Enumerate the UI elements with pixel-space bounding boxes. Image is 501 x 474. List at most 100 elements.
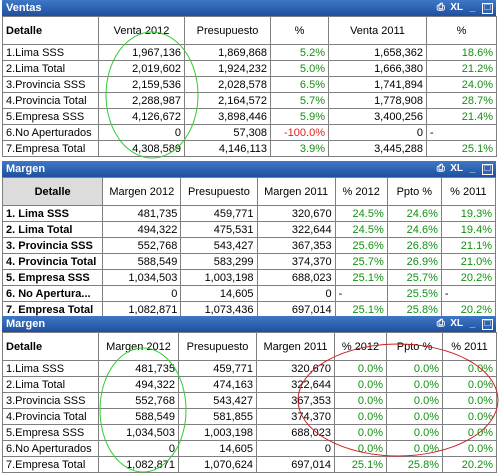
margen1-title: Margen — [6, 163, 46, 175]
header-venta-2012[interactable]: Venta 2012 — [98, 16, 185, 45]
header-presupuesto[interactable]: Presupuesto — [178, 332, 257, 361]
table-row[interactable]: 3. Provincia SSS 552,768 543,427 367,353 25.… — [1, 237, 497, 254]
header-detalle[interactable]: Detalle — [1, 177, 104, 206]
header-venta-2011[interactable]: Venta 2011 — [328, 16, 427, 45]
table-row[interactable]: 7. Empresa Total 1,082,871 1,073,436 697,01… — [1, 301, 497, 318]
table-row[interactable]: 2.Lima Total 2,019,602 1,924,232 5.0% 1,666,… — [2, 60, 497, 77]
table-cell: 26.9% — [386, 253, 442, 270]
header-detalle[interactable]: Detalle — [2, 16, 99, 45]
table-cell: 543,427 — [178, 392, 257, 409]
print-icon[interactable]: ⎙ — [436, 2, 445, 13]
table-row[interactable]: 6. No Apertura... 0 14,605 0-25.5% - — [1, 285, 497, 302]
table-cell: 14,605 — [178, 440, 257, 457]
header-pct-2011[interactable]: % 2011 — [440, 177, 497, 206]
table-row[interactable]: 4.Provincia Total 2,288,987 2,164,572 5.7% 1… — [2, 92, 497, 109]
table-row[interactable]: 6.No Aperturados 0 14,605 0 0.0% 0.0% 0.0% — [2, 440, 497, 457]
margen2-header-row: Detalle Margen 2012 Presupuesto Margen 2… — [2, 332, 497, 361]
header-pct-2012[interactable]: % 2012 — [334, 332, 387, 361]
table-cell: 5.7% — [270, 92, 329, 109]
table-cell: 583,299 — [180, 253, 258, 270]
table-row[interactable]: 5.Empresa SSS 1,034,503 1,003,198 688,023 0.… — [2, 424, 497, 441]
maximize-icon[interactable]: □ — [482, 2, 493, 14]
table-cell: 0.0% — [386, 392, 443, 409]
table-row[interactable]: 4.Provincia Total 588,549 581,855 374,370 0.… — [2, 408, 497, 425]
table-cell: 1,034,503 — [98, 424, 179, 441]
header-presupuesto[interactable]: Presupuesto — [180, 177, 258, 206]
table-cell: - — [426, 124, 497, 141]
table-cell: 57,308 — [184, 124, 271, 141]
row-label: 4.Provincia Total — [2, 92, 99, 109]
table-row[interactable]: 1. Lima SSS 481,735 459,771 320,670 24.5% 24.… — [1, 205, 497, 222]
table-cell: 0.0% — [442, 376, 497, 393]
print-icon[interactable]: ⎙ — [436, 318, 445, 329]
header-presupuesto[interactable]: Presupuesto — [184, 16, 271, 45]
header-pct-2011[interactable]: % — [426, 16, 497, 45]
table-cell: 588,549 — [98, 408, 179, 425]
ventas-header-row: Detalle Venta 2012 Presupuesto % Venta 2… — [2, 16, 497, 45]
margen2-titlebar[interactable]: Margen ⎙ XL _ □ — [2, 316, 496, 332]
ventas-titlebar[interactable]: Ventas ⎙ XL _ □ — [2, 0, 496, 16]
table-row[interactable]: 7.Empresa Total 4,308,589 4,146,113 3.9% 3,4… — [2, 140, 497, 157]
table-cell: 24.6% — [386, 205, 442, 222]
print-icon[interactable]: ⎙ — [436, 163, 445, 174]
row-label: 1.Lima SSS — [2, 44, 99, 61]
table-row[interactable]: 1.Lima SSS 481,735 459,771 320,670 0.0% 0.0% 0… — [2, 360, 497, 377]
table-cell: -100.0% — [270, 124, 329, 141]
minimize-icon[interactable]: _ — [469, 318, 476, 329]
header-pct[interactable]: % — [270, 16, 329, 45]
row-label: 6.No Aperturados — [2, 440, 99, 457]
table-cell: 0.0% — [442, 440, 497, 457]
minimize-icon[interactable]: _ — [469, 163, 476, 174]
table-row[interactable]: 3.Provincia SSS 552,768 543,427 367,353 0.0%… — [2, 392, 497, 409]
table-row[interactable]: 5.Empresa SSS 4,126,672 3,898,446 5.9% 3,400… — [2, 108, 497, 125]
header-margen-2012[interactable]: Margen 2012 — [98, 332, 179, 361]
row-label: 7.Empresa Total — [2, 140, 99, 157]
table-cell: 1,034,503 — [102, 269, 182, 286]
table-cell: 25.1% — [334, 301, 388, 318]
table-row[interactable]: 3.Provincia SSS 2,159,536 2,028,578 6.5% 1,7… — [2, 76, 497, 93]
table-cell: 481,735 — [98, 360, 179, 377]
table-cell: 25.1% — [426, 140, 497, 157]
excel-export-icon[interactable]: XL — [450, 163, 463, 174]
margen1-titlebar[interactable]: Margen ⎙ XL _ □ — [2, 161, 496, 177]
table-cell: 26.8% — [386, 237, 442, 254]
row-label: 2. Lima Total — [1, 221, 104, 238]
header-margen-2011[interactable]: Margen 2011 — [256, 177, 336, 206]
table-cell: 25.1% — [334, 269, 388, 286]
table-cell: 5.9% — [270, 108, 329, 125]
table-cell: 474,163 — [178, 376, 257, 393]
table-cell: 697,014 — [256, 456, 335, 473]
row-label: 6.No Aperturados — [2, 124, 99, 141]
table-row[interactable]: 6.No Aperturados 0 57,308 -100.0% 0- — [2, 124, 497, 141]
table-cell: 320,670 — [256, 360, 335, 377]
header-ppto-pct[interactable]: Ppto % — [386, 177, 442, 206]
row-label: 2.Lima Total — [2, 376, 99, 393]
table-cell: 367,353 — [256, 392, 335, 409]
table-cell: 25.7% — [386, 269, 442, 286]
table-row[interactable]: 7.Empresa Total 1,082,871 1,070,624 697,014… — [2, 456, 497, 473]
table-row[interactable]: 5. Empresa SSS 1,034,503 1,003,198 688,023 2… — [1, 269, 497, 286]
excel-export-icon[interactable]: XL — [450, 2, 463, 13]
table-cell: 20.2% — [440, 269, 497, 286]
maximize-icon[interactable]: □ — [482, 318, 493, 330]
header-margen-2011[interactable]: Margen 2011 — [256, 332, 335, 361]
row-label: 1.Lima SSS — [2, 360, 99, 377]
table-row[interactable]: 4. Provincia Total 588,549 583,299 374,370 2… — [1, 253, 497, 270]
table-row[interactable]: 1.Lima SSS 1,967,136 1,869,868 5.2% 1,658,36… — [2, 44, 497, 61]
minimize-icon[interactable]: _ — [469, 2, 476, 13]
header-pct-2012[interactable]: % 2012 — [334, 177, 388, 206]
header-pct-2011[interactable]: % 2011 — [442, 332, 497, 361]
table-row[interactable]: 2. Lima Total 494,322 475,531 322,644 24.5% 2… — [1, 221, 497, 238]
table-cell: 494,322 — [102, 221, 182, 238]
maximize-icon[interactable]: □ — [482, 163, 493, 175]
table-cell: 374,370 — [256, 408, 335, 425]
table-cell: 25.7% — [334, 253, 388, 270]
table-cell: 0.0% — [386, 440, 443, 457]
header-ppto-pct[interactable]: Ppto % — [386, 332, 443, 361]
excel-export-icon[interactable]: XL — [450, 318, 463, 329]
table-row[interactable]: 2.Lima Total 494,322 474,163 322,644 0.0% 0.0… — [2, 376, 497, 393]
table-cell: 25.8% — [386, 456, 443, 473]
header-detalle[interactable]: Detalle — [2, 332, 99, 361]
table-cell: 459,771 — [180, 205, 258, 222]
header-margen-2012[interactable]: Margen 2012 — [102, 177, 182, 206]
